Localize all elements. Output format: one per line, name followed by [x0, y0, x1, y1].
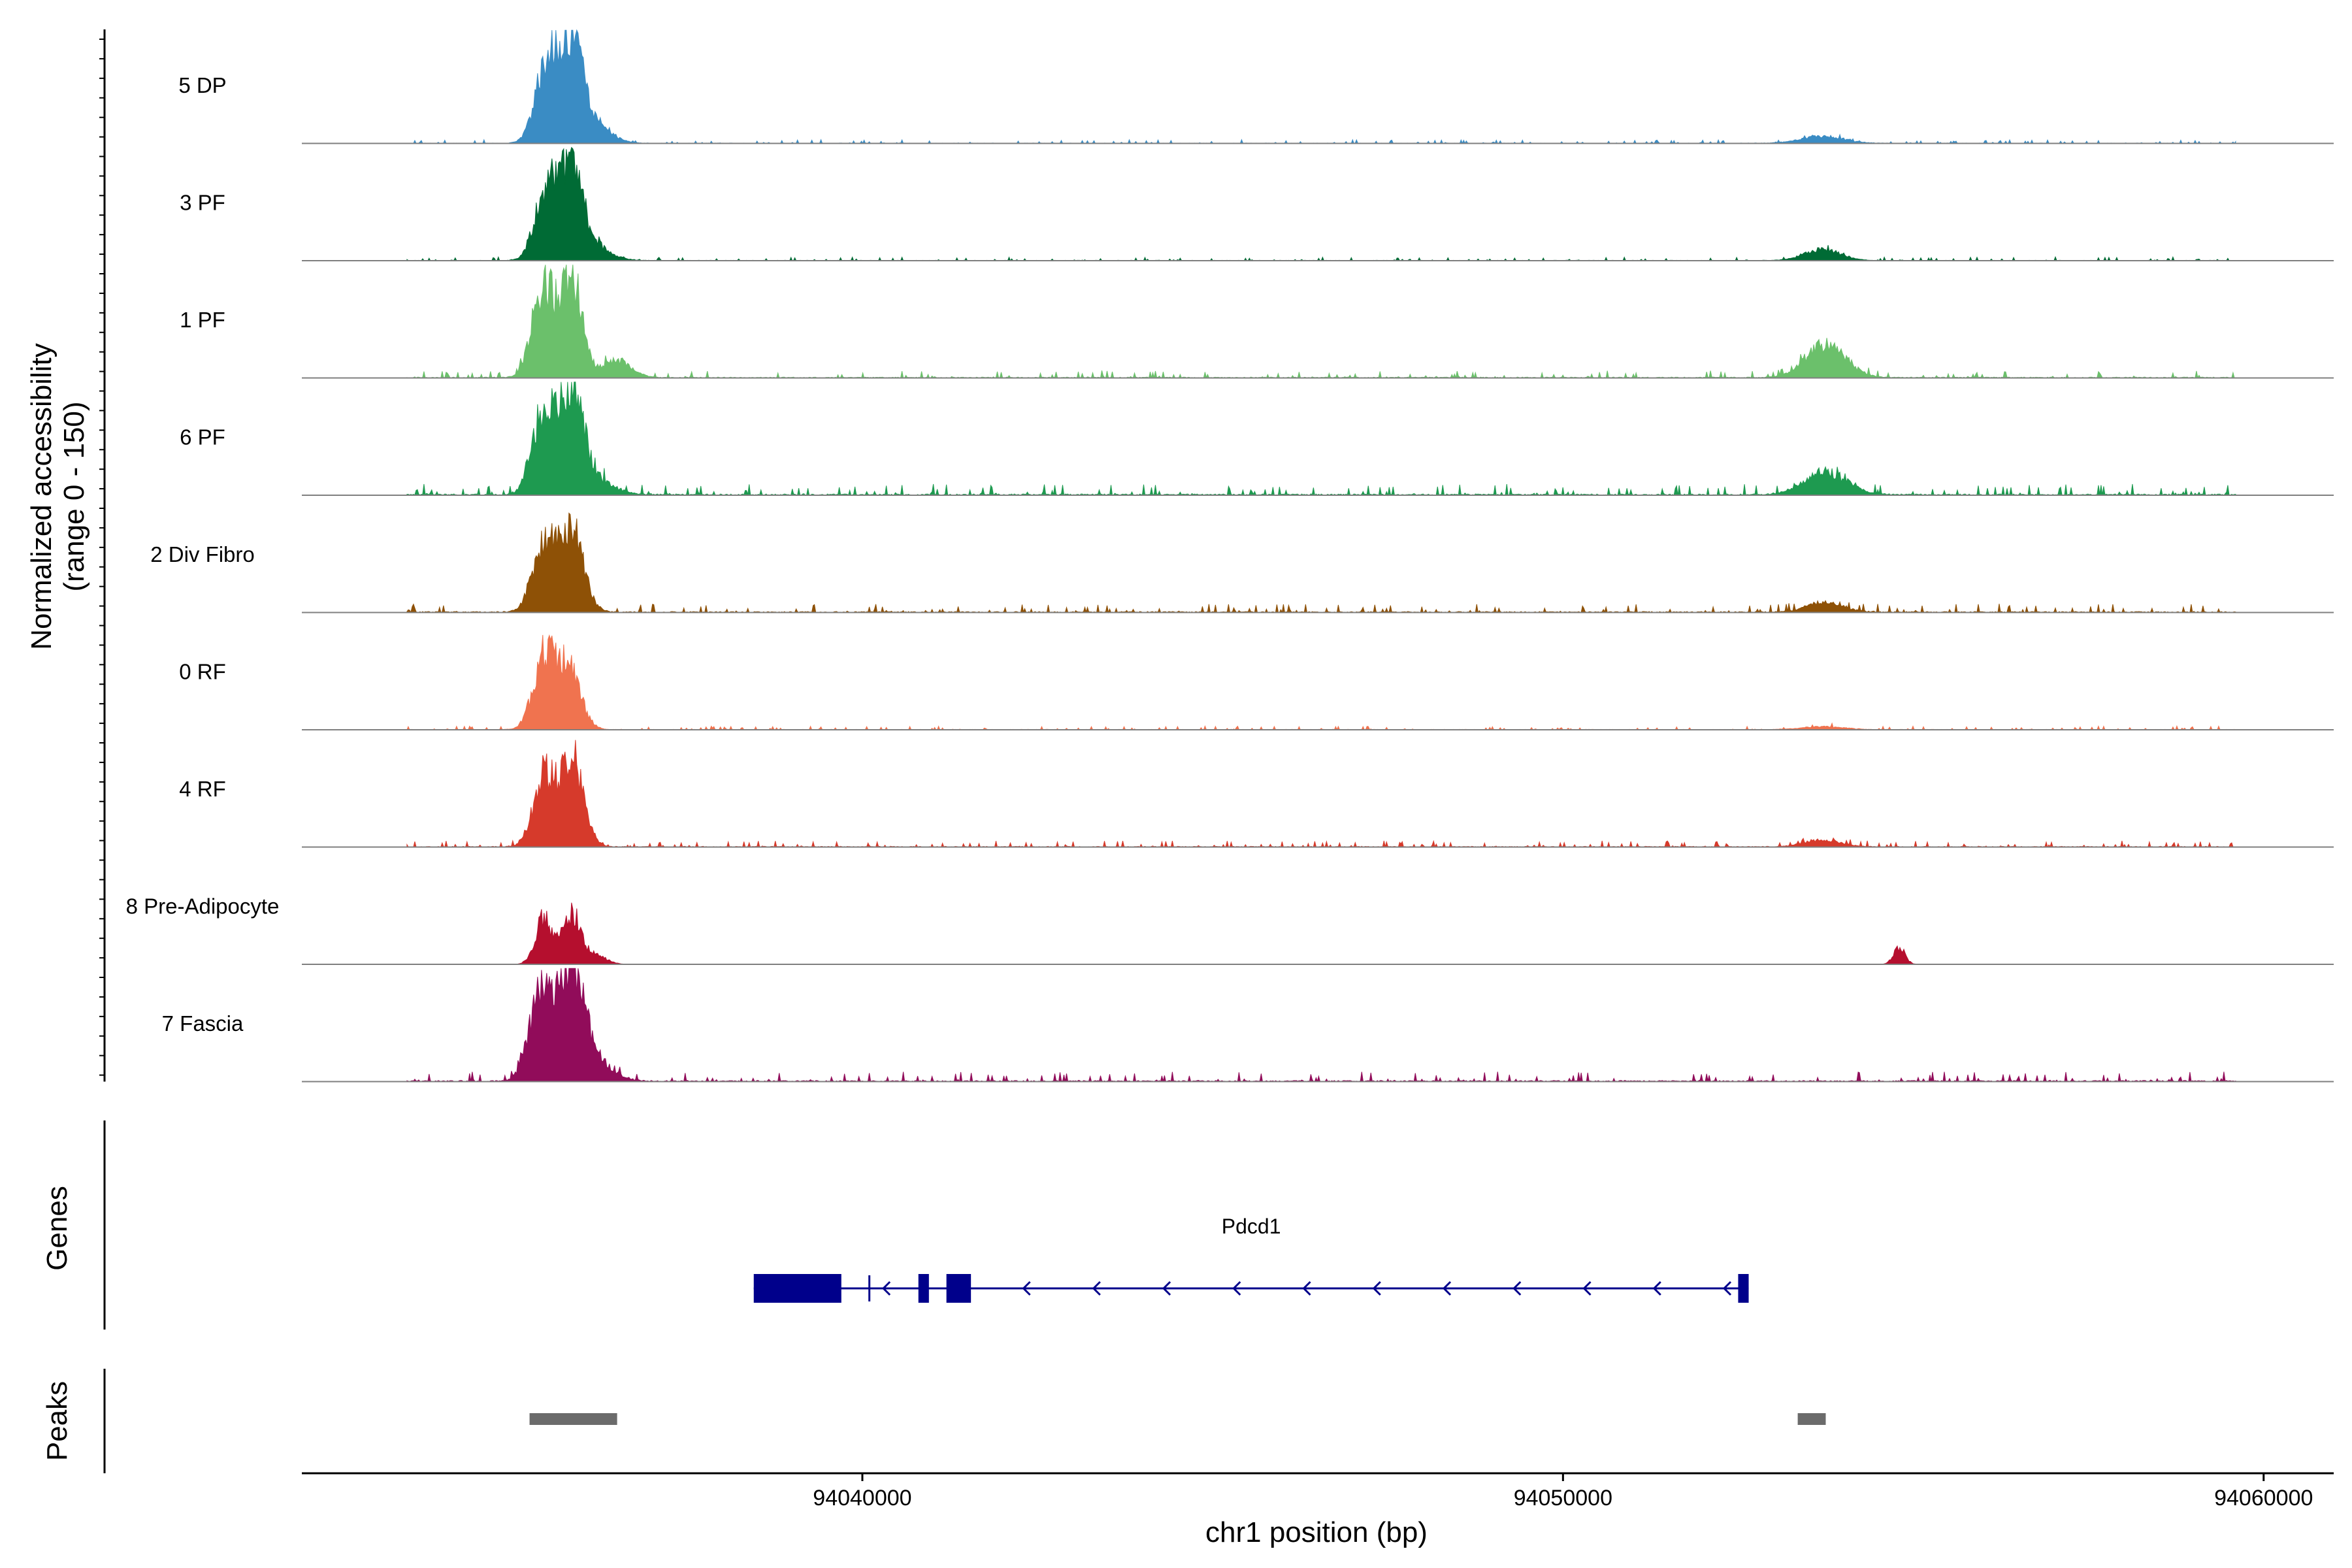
strand-chevron	[1722, 1281, 1732, 1296]
strand-chevron	[1372, 1281, 1381, 1296]
coverage-area	[406, 382, 2236, 497]
peak-track	[103, 1369, 1826, 1473]
gene-exon	[753, 1274, 841, 1303]
coverage-area	[406, 902, 2236, 965]
track-4-rf: 4 RF	[179, 740, 2334, 848]
gene-track: Pdcd1	[103, 1120, 1749, 1330]
strand-chevron	[1582, 1281, 1592, 1296]
x-axis-label: chr1 position (bp)	[1205, 1516, 1428, 1548]
track-0-rf: 0 RF	[179, 634, 2334, 730]
track-6-pf: 6 PF	[180, 382, 2334, 497]
track-label: 0 RF	[179, 660, 226, 684]
strand-chevron	[1092, 1281, 1101, 1296]
strand-chevron	[1652, 1281, 1661, 1296]
track-5-dp: 5 DP	[178, 29, 2334, 144]
genes-panel-label: Genes	[41, 1186, 73, 1271]
strand-chevron	[881, 1281, 891, 1296]
track-8-pre-adipocyte: 8 Pre-Adipocyte	[126, 894, 2334, 965]
x-axis: 94040000 94050000 94060000	[302, 1472, 2334, 1511]
strand-chevron	[1022, 1281, 1031, 1296]
coverage-area	[406, 29, 2236, 144]
y-axis-label-line2: (range 0 - 150)	[58, 401, 90, 591]
gene-exon	[946, 1274, 972, 1303]
track-label: 8 Pre-Adipocyte	[126, 894, 280, 919]
strand-chevron	[1232, 1281, 1241, 1296]
peak-region	[529, 1413, 617, 1425]
track-1-pf: 1 PF	[180, 265, 2334, 379]
x-tick-label: 94040000	[813, 1486, 911, 1511]
coverage-tracks: 5 DP 3 PF 1 PF 6 PF 2 Div Fibro 0 RF 4 RF 8 Pre…	[126, 29, 2334, 1083]
track-label: 3 PF	[180, 191, 225, 215]
track-label: 4 RF	[179, 777, 226, 801]
track-7-fascia: 7 Fascia	[162, 968, 2334, 1083]
x-tick-label: 94060000	[2214, 1486, 2313, 1511]
track-label: 5 DP	[178, 73, 226, 97]
gene-exon	[918, 1274, 929, 1303]
coverage-area	[406, 740, 2236, 848]
track-label: 1 PF	[180, 308, 225, 332]
coverage-area	[406, 146, 2236, 261]
gene-name-label: Pdcd1	[1222, 1215, 1281, 1238]
track-3-pf: 3 PF	[180, 146, 2334, 261]
strand-chevron	[1162, 1281, 1171, 1296]
peak-region	[1797, 1413, 1826, 1425]
strand-chevron	[1512, 1281, 1522, 1296]
strand-chevron	[1442, 1281, 1452, 1296]
track-label: 7 Fascia	[162, 1011, 244, 1036]
track-2-div-fibro: 2 Div Fibro	[150, 512, 2334, 614]
coverage-area	[406, 512, 2236, 614]
gene-exon	[1738, 1274, 1749, 1303]
strand-chevron	[1302, 1281, 1311, 1296]
coverage-area	[406, 265, 2236, 379]
coverage-area	[406, 968, 2236, 1083]
track-label: 2 Div Fibro	[150, 542, 255, 566]
peaks-panel-label: Peaks	[41, 1381, 73, 1461]
track-label: 6 PF	[180, 425, 225, 449]
left-axes	[99, 29, 106, 1082]
x-tick-label: 94050000	[1514, 1486, 1612, 1511]
y-axis-label-line1: Normalized accessibility	[25, 343, 57, 649]
coverage-area	[406, 634, 2236, 730]
